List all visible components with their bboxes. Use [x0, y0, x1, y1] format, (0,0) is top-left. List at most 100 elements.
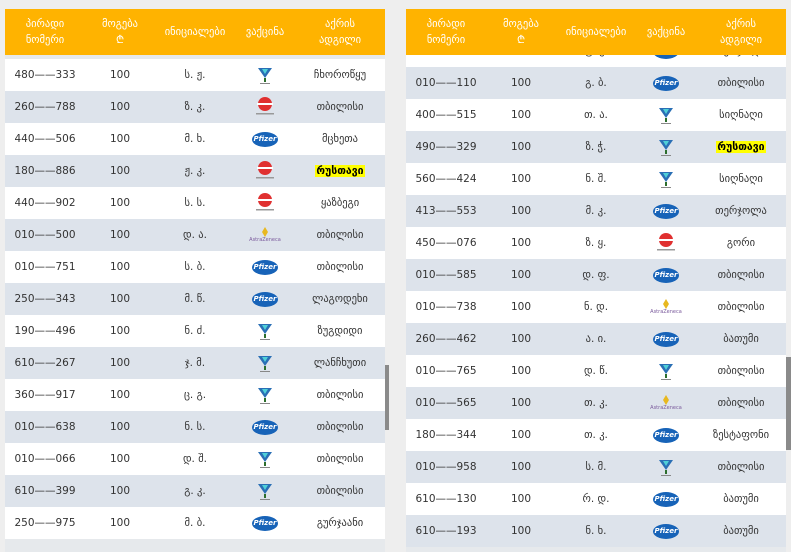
pfizer-logo-icon: Pfizer — [653, 523, 679, 539]
table-row: 010——500 100 დ. ა. AstraZeneca თბილისი — [5, 219, 385, 251]
table-row: 450——076 100 ზ. ყ. გორი — [406, 227, 786, 259]
phone-cell: 180——886 — [14, 165, 76, 177]
phone-cell: 190——496 — [14, 325, 76, 337]
vaccine-cell: Pfizer — [235, 131, 295, 147]
location-cell: გურჯაანი — [316, 517, 364, 529]
pfizer-logo-icon: Pfizer — [653, 427, 679, 443]
amount-cell: 100 — [109, 325, 131, 337]
amount-cell: 100 — [109, 485, 131, 497]
sinopharm-logo-icon — [252, 192, 278, 214]
phone-cell: 010——565 — [415, 397, 477, 409]
phone-cell: 250——975 — [14, 517, 76, 529]
phone-cell: 400——515 — [415, 109, 477, 121]
header-vaccine: ვაქცინა — [646, 26, 686, 38]
initials-cell: ს. ჟ. — [184, 69, 206, 81]
table-row: 010——110 100 გ. ბ. Pfizer თბილისი — [406, 67, 786, 99]
amount-cell: 100 — [109, 133, 131, 145]
location-cell: თბილისი — [717, 301, 765, 313]
phone-cell: 610——267 — [14, 357, 76, 369]
table-row: 490——329 100 ზ. ჭ. რუსთავი — [406, 131, 786, 163]
pfizer-logo-icon: Pfizer — [252, 259, 278, 275]
location-cell: ბათუმი — [723, 493, 759, 505]
table-row: 010——565 100 თ. კ. AstraZeneca თბილისი — [406, 387, 786, 419]
table-row: 440——506 100 მ. ხ. Pfizer მცხეთა — [5, 123, 385, 155]
initials-cell: ნ. შ. — [585, 173, 607, 185]
vaccine-cell: Pfizer — [235, 515, 295, 531]
initials-cell: ც. გ. — [183, 389, 207, 401]
initials-cell: ნ. ძ. — [184, 325, 206, 337]
amount-cell: 100 — [510, 333, 532, 345]
amount-cell: 100 — [109, 293, 131, 305]
amount-cell: 100 — [510, 493, 532, 505]
vaccine-cell — [235, 449, 295, 469]
location-cell: თბილისი — [717, 365, 765, 377]
location-cell: თბილისი — [316, 101, 364, 113]
location-cell: თბილისი — [316, 453, 364, 465]
location-cell: თბილისი — [717, 397, 765, 409]
initials-cell: ნ. ს. — [184, 421, 206, 433]
phone-cell: 010——110 — [415, 77, 477, 89]
amount-cell: 100 — [109, 101, 131, 113]
sputnik-logo-icon — [655, 457, 677, 477]
vaccine-cell: Pfizer — [636, 491, 696, 507]
location-cell: თბილისი — [717, 77, 765, 89]
initials-cell: ს. ს. — [184, 197, 206, 209]
header-phone: პირადი ნომერი — [426, 18, 466, 46]
location-cell: ზუგდიდი — [317, 325, 363, 337]
phone-cell: 260——462 — [415, 333, 477, 345]
astrazeneca-logo-icon: AstraZeneca — [249, 227, 281, 243]
table-row: 560——424 100 ნ. შ. სიღნაღი — [406, 163, 786, 195]
table-row: 260——788 100 ზ. კ. თბილისი — [5, 91, 385, 123]
amount-cell: 100 — [109, 229, 131, 241]
phone-cell: 360——917 — [14, 389, 76, 401]
initials-cell: ს. მ. — [585, 461, 607, 473]
phone-cell: 010——751 — [14, 261, 76, 273]
location-cell: ლანჩხუთი — [313, 357, 367, 369]
phone-cell: 610——399 — [14, 485, 76, 497]
vaccine-cell: AstraZeneca — [235, 227, 295, 243]
amount-cell: 100 — [510, 365, 532, 377]
vaccine-cell — [636, 457, 696, 477]
initials-cell: ა. ი. — [585, 333, 607, 345]
initials-cell: ნ. დ. — [583, 301, 609, 313]
table-header: პირადი ნომერი მოგება ₾ ინიციალები ვაქცინ… — [5, 9, 385, 55]
phone-cell: 560——424 — [415, 173, 477, 185]
vaccine-cell — [636, 169, 696, 189]
vaccine-cell: Pfizer — [636, 427, 696, 443]
amount-cell: 100 — [109, 69, 131, 81]
vaccine-cell — [235, 192, 295, 214]
table-row: 610——193 100 ნ. ხ. Pfizer ბათუმი — [406, 515, 786, 547]
vaccine-cell: Pfizer — [636, 267, 696, 283]
initials-cell: მ. ხ. — [184, 133, 206, 145]
vaccine-cell: Pfizer — [636, 523, 696, 539]
initials-cell: ჯ. მ. — [184, 357, 206, 369]
table-row: 250——975 100 მ. ბ. Pfizer გურჯაანი — [5, 507, 385, 539]
pfizer-logo-icon: Pfizer — [653, 331, 679, 347]
initials-cell: ნ. ხ. — [585, 525, 607, 537]
phone-cell: 260——788 — [14, 101, 76, 113]
header-amount: მოგება ₾ — [503, 18, 539, 46]
table-row: 010——585 100 დ. ფ. Pfizer თბილისი — [406, 259, 786, 291]
initials-cell: ზ. ყ. — [585, 237, 607, 249]
vaccine-cell — [636, 232, 696, 254]
vaccine-cell — [235, 481, 295, 501]
vaccine-cell — [235, 65, 295, 85]
initials-cell: დ. ა. — [183, 229, 207, 241]
amount-cell: 100 — [510, 173, 532, 185]
phone-cell: 180——344 — [415, 429, 477, 441]
table-row: 010——738 100 ნ. დ. AstraZeneca თბილისი — [406, 291, 786, 323]
right-scrollbar[interactable] — [786, 357, 791, 450]
location-cell: გორი — [726, 237, 756, 249]
astrazeneca-logo-icon: AstraZeneca — [650, 299, 682, 315]
amount-cell: 100 — [510, 461, 532, 473]
amount-cell: 100 — [510, 269, 532, 281]
table-row: 010——751 100 ს. ბ. Pfizer თბილისი — [5, 251, 385, 283]
left-scrollbar[interactable] — [384, 365, 389, 430]
table-row: 010——765 100 დ. წ. თბილისი — [406, 355, 786, 387]
table-row: 360——917 100 ც. გ. თბილისი — [5, 379, 385, 411]
location-cell: ბათუმი — [723, 333, 759, 345]
amount-cell: 100 — [510, 397, 532, 409]
right-table-panel: პირადი ნომერი მოგება ₾ ინიციალები ვაქცინ… — [406, 9, 786, 552]
astrazeneca-logo-icon: AstraZeneca — [650, 395, 682, 411]
location-cell: ბათუმი — [723, 525, 759, 537]
